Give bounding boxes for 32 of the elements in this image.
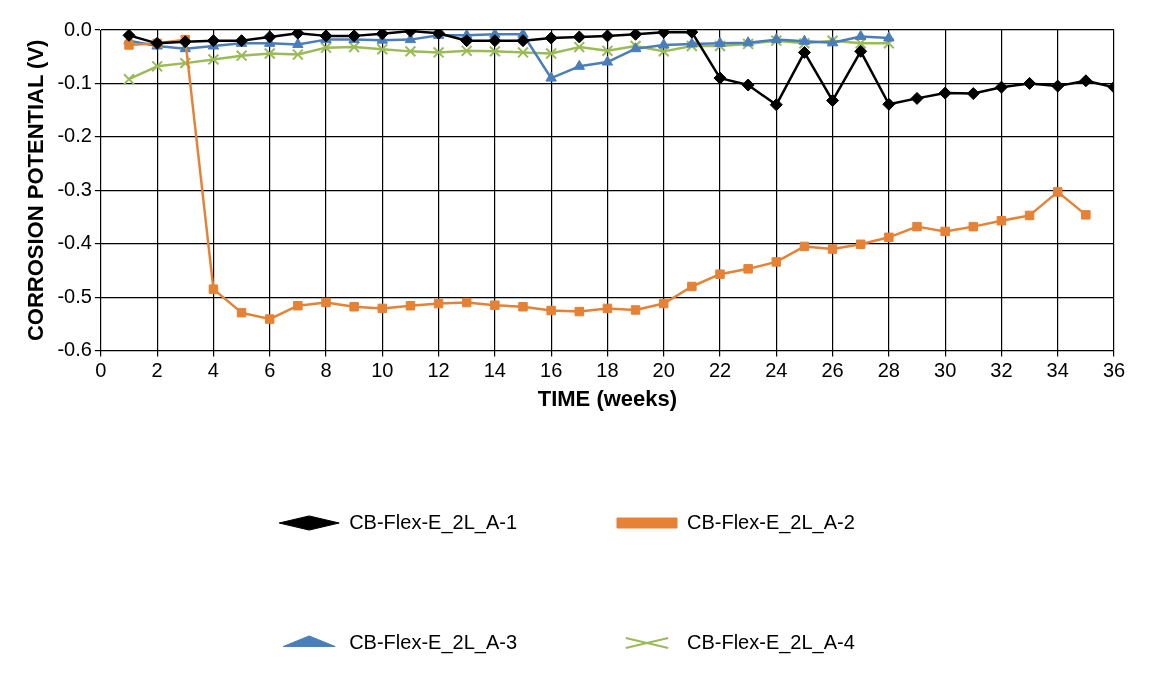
y-tick-label: -0.2 xyxy=(57,124,92,147)
x-tick-label: 20 xyxy=(652,359,675,382)
x-tick-label: 36 xyxy=(1102,359,1126,382)
x-tick-label: 18 xyxy=(596,359,619,382)
x-tick-label: 10 xyxy=(371,359,394,382)
x-tick-label: 26 xyxy=(821,359,844,382)
y-tick-label: -0.3 xyxy=(57,177,92,200)
x-tick-label: 24 xyxy=(765,359,788,382)
x-tick-label: 22 xyxy=(708,359,732,382)
legend-label: CB-Flex-E_2L_A-2 xyxy=(687,510,855,534)
legend-label: CB-Flex-E_2L_A-1 xyxy=(349,510,517,534)
y-axis-title: CORROSION POTENTIAL (V) xyxy=(23,39,49,342)
y-tick-label: 0.0 xyxy=(64,17,92,40)
legend-label: CB-Flex-E_2L_A-3 xyxy=(349,630,517,654)
x-tick-label: 2 xyxy=(151,359,163,382)
x-axis-title: TIME (weeks) xyxy=(537,385,678,411)
x-tick-label: 14 xyxy=(483,359,506,382)
x-tick-label: 32 xyxy=(990,359,1013,382)
x-tick-label: 6 xyxy=(264,359,276,382)
legend-label: CB-Flex-E_2L_A-4 xyxy=(687,630,855,654)
x-tick-label: 0 xyxy=(95,359,107,382)
y-tick-label: -0.6 xyxy=(57,338,92,361)
x-tick-label: 30 xyxy=(934,359,957,382)
x-tick-label: 12 xyxy=(427,359,450,382)
x-tick-label: 34 xyxy=(1046,359,1069,382)
y-tick-label: -0.5 xyxy=(57,284,92,307)
x-tick-label: 16 xyxy=(540,359,563,382)
x-tick-label: 8 xyxy=(320,359,332,382)
x-tick-label: 4 xyxy=(207,359,219,382)
y-tick-label: -0.4 xyxy=(57,231,92,254)
y-tick-label: -0.1 xyxy=(57,70,92,93)
x-tick-label: 28 xyxy=(877,359,900,382)
